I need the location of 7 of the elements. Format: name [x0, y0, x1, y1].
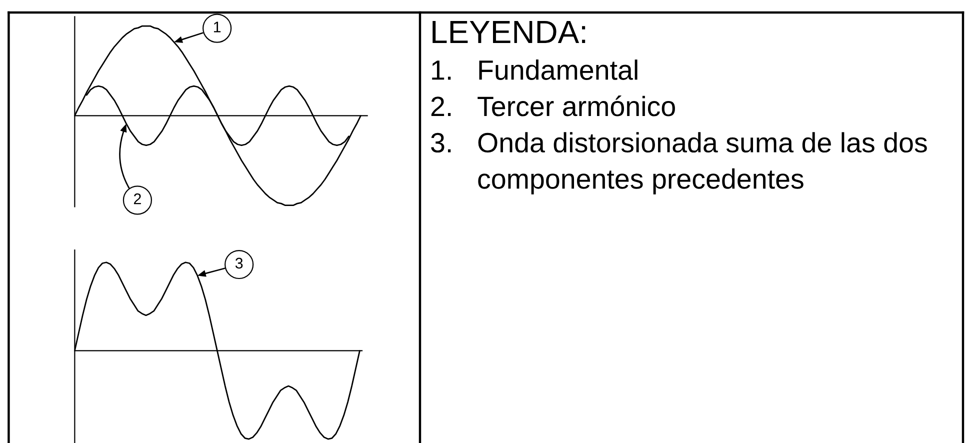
text: 2. Tercer armónico [431, 96, 675, 116]
text: 2 [134, 193, 141, 204]
legend-label: 1 [214, 22, 221, 32]
text: 1. Fundamental [432, 60, 638, 80]
text: 3. Onda distorsionada suma de las dos componentes precedentes [431, 132, 927, 194]
text: LEYENDA: [432, 21, 586, 43]
legend-label: 3 [235, 258, 243, 269]
